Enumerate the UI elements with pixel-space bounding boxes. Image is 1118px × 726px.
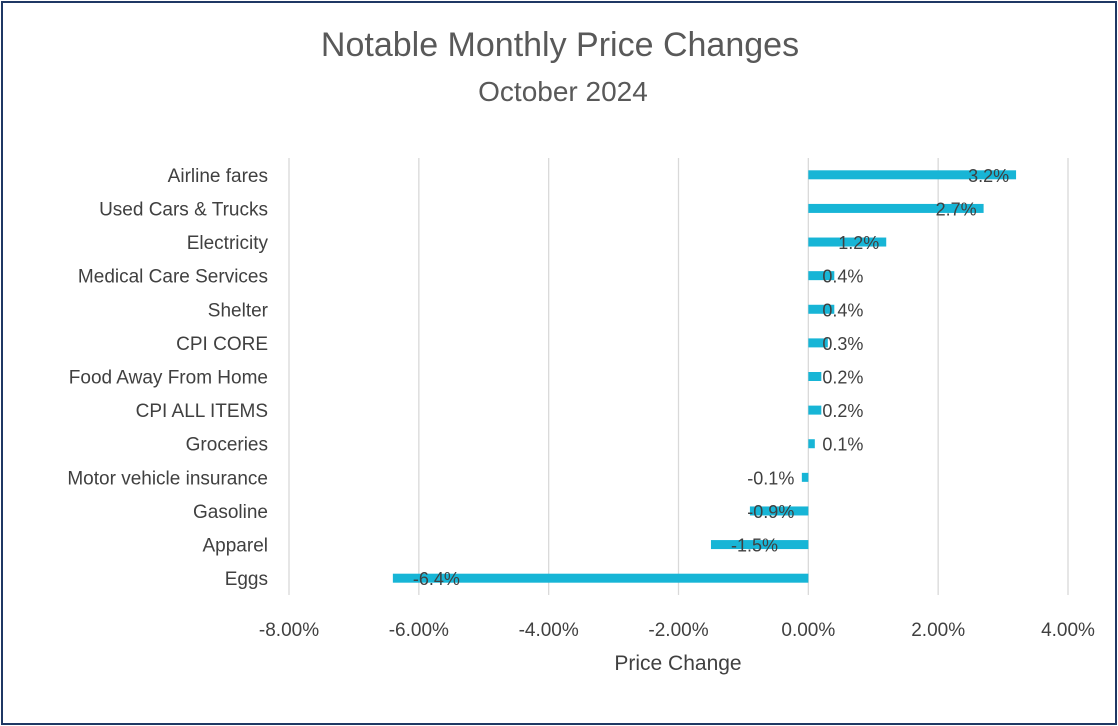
category-label: Apparel xyxy=(203,536,269,557)
category-label: CPI CORE xyxy=(176,334,268,355)
bars xyxy=(392,170,1017,583)
category-label: Motor vehicle insurance xyxy=(67,468,268,489)
data-label: 1.2% xyxy=(838,233,879,253)
category-label: Food Away From Home xyxy=(69,368,268,389)
data-label: 2.7% xyxy=(936,199,977,219)
bar xyxy=(808,405,822,415)
x-tick-label: -8.00% xyxy=(259,620,319,641)
category-label: Electricity xyxy=(187,233,269,254)
data-label: 3.2% xyxy=(968,166,1009,186)
data-label: -1.5% xyxy=(731,536,778,556)
data-label: 0.1% xyxy=(822,435,863,455)
bar xyxy=(808,439,815,449)
bar xyxy=(392,573,809,583)
category-labels: Airline fares Used Cars & Trucks Electrici… xyxy=(67,166,268,590)
data-label: 0.2% xyxy=(822,401,863,421)
data-label: 0.2% xyxy=(822,368,863,388)
category-label: Shelter xyxy=(208,300,269,321)
data-label: -0.9% xyxy=(747,502,794,522)
x-tick-label: -6.00% xyxy=(389,620,449,641)
bar xyxy=(808,170,1017,180)
category-label: Groceries xyxy=(186,435,268,456)
bar xyxy=(808,304,835,314)
bar xyxy=(808,338,828,348)
x-tick-label: 4.00% xyxy=(1041,620,1095,641)
category-label: Medical Care Services xyxy=(78,267,268,288)
chart-title: Notable Monthly Price Changes xyxy=(321,26,799,64)
bar xyxy=(808,271,835,281)
category-label: CPI ALL ITEMS xyxy=(136,401,268,422)
x-axis-title: Price Change xyxy=(614,652,741,675)
x-tick-label: 2.00% xyxy=(911,620,965,641)
x-tick-label: 0.00% xyxy=(781,620,835,641)
bar xyxy=(710,540,809,550)
chart-subtitle: October 2024 xyxy=(478,76,648,107)
category-label: Eggs xyxy=(225,569,268,590)
data-labels: 3.2% 2.7% 1.2% 0.4% 0.4% 0.3% 0.2% 0.2% 0.1% -0.1… xyxy=(413,166,1009,589)
x-tick-label: -2.00% xyxy=(648,620,708,641)
x-tick-label: -4.00% xyxy=(519,620,579,641)
category-label: Airline fares xyxy=(168,166,268,187)
gridlines xyxy=(288,158,1069,595)
data-label: 0.4% xyxy=(822,300,863,320)
bar xyxy=(801,472,809,482)
bar xyxy=(749,506,809,516)
data-label: 0.3% xyxy=(822,334,863,354)
category-label: Gasoline xyxy=(193,502,268,523)
x-axis-tick-labels: -8.00% -6.00% -4.00% -2.00% 0.00% 2.00% 4.00% xyxy=(259,620,1095,641)
bar xyxy=(808,237,887,247)
data-label: -6.4% xyxy=(413,569,460,589)
bar xyxy=(808,203,984,213)
data-label: 0.4% xyxy=(822,267,863,287)
bar xyxy=(808,372,822,381)
data-label: -0.1% xyxy=(747,468,794,488)
category-label: Used Cars & Trucks xyxy=(99,199,268,220)
